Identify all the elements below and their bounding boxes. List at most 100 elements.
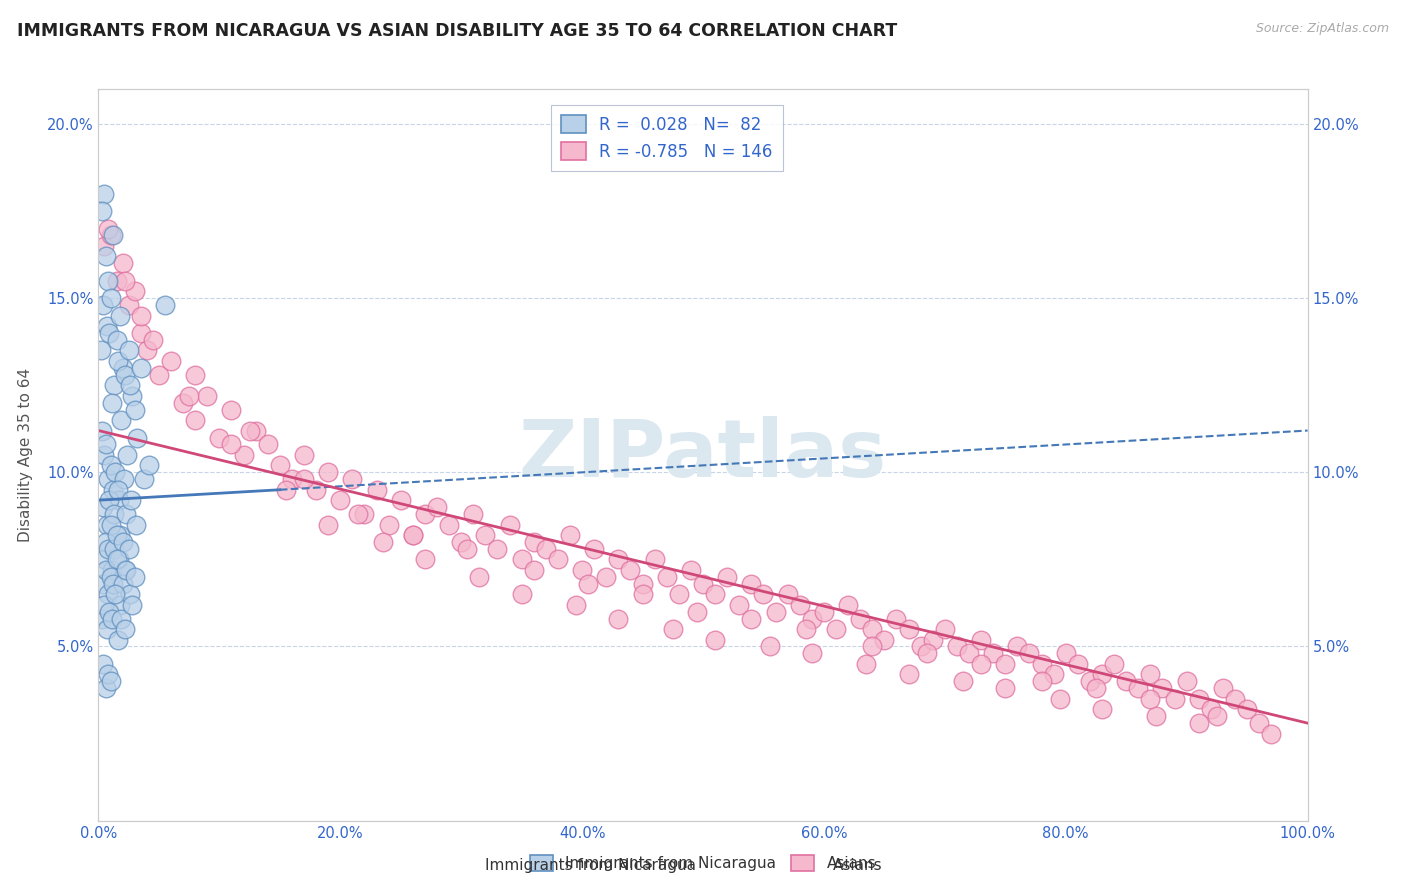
Point	[468, 570, 491, 584]
Point	[221, 437, 243, 451]
Point	[576, 576, 599, 591]
Point	[1188, 716, 1211, 731]
Point	[316, 466, 339, 480]
Point	[105, 552, 128, 566]
Point	[108, 552, 131, 566]
Point	[716, 570, 738, 584]
Point	[1249, 716, 1271, 731]
Point	[91, 424, 114, 438]
Point	[860, 640, 883, 654]
Point	[1260, 726, 1282, 740]
Point	[915, 647, 938, 661]
Point	[221, 402, 243, 417]
Point	[108, 493, 131, 508]
Point	[93, 448, 115, 462]
Point	[94, 249, 117, 263]
Point	[153, 298, 176, 312]
Point	[897, 667, 920, 681]
Text: Immigrants from Nicaragua: Immigrants from Nicaragua	[485, 858, 696, 872]
Point	[101, 576, 124, 591]
Point	[389, 493, 412, 508]
Point	[934, 622, 956, 636]
Point	[437, 517, 460, 532]
Point	[849, 612, 872, 626]
Point	[897, 622, 920, 636]
Point	[1152, 681, 1174, 696]
Point	[111, 535, 134, 549]
Point	[100, 228, 122, 243]
Point	[644, 552, 666, 566]
Point	[91, 500, 114, 515]
Point	[692, 576, 714, 591]
Point	[668, 587, 690, 601]
Point	[124, 570, 146, 584]
Point	[138, 458, 160, 473]
Point	[111, 576, 134, 591]
Point	[97, 221, 120, 235]
Point	[195, 389, 218, 403]
Point	[118, 343, 141, 358]
Point	[1139, 667, 1161, 681]
Point	[366, 483, 388, 497]
Point	[704, 587, 727, 601]
Point	[583, 541, 606, 556]
Point	[523, 563, 546, 577]
Point	[117, 448, 139, 462]
Point	[377, 517, 399, 532]
Point	[121, 598, 143, 612]
Point	[1236, 702, 1258, 716]
Point	[98, 493, 121, 508]
Point	[486, 541, 509, 556]
Point	[1128, 681, 1150, 696]
Point	[1212, 681, 1234, 696]
Point	[619, 563, 641, 577]
Point	[1031, 674, 1053, 689]
Point	[510, 587, 533, 601]
Point	[93, 598, 115, 612]
Point	[1085, 681, 1108, 696]
Point	[179, 389, 201, 403]
Point	[450, 535, 472, 549]
Point	[970, 632, 993, 647]
Point	[134, 472, 156, 486]
Point	[1115, 674, 1137, 689]
Point	[103, 541, 125, 556]
Point	[292, 472, 315, 486]
Point	[129, 326, 152, 340]
Point	[105, 333, 128, 347]
Point	[704, 632, 727, 647]
Point	[129, 309, 152, 323]
Point	[97, 541, 120, 556]
Point	[686, 605, 709, 619]
Point	[655, 570, 678, 584]
Point	[91, 576, 114, 591]
Point	[115, 507, 138, 521]
Point	[97, 667, 120, 681]
Point	[93, 552, 115, 566]
Point	[1206, 709, 1229, 723]
Point	[91, 204, 114, 219]
Point	[111, 360, 134, 375]
Point	[91, 612, 114, 626]
Point	[353, 507, 375, 521]
Point	[855, 657, 877, 671]
Point	[105, 528, 128, 542]
Text: Source: ZipAtlas.com: Source: ZipAtlas.com	[1256, 22, 1389, 36]
Point	[402, 528, 425, 542]
Point	[873, 632, 896, 647]
Point	[1007, 640, 1029, 654]
Point	[565, 598, 588, 612]
Point	[1102, 657, 1125, 671]
Point	[1139, 691, 1161, 706]
Point	[510, 552, 533, 566]
Point	[107, 483, 129, 497]
Point	[118, 298, 141, 312]
Point	[1018, 647, 1040, 661]
Point	[97, 472, 120, 486]
Text: IMMIGRANTS FROM NICARAGUA VS ASIAN DISABILITY AGE 35 TO 64 CORRELATION CHART: IMMIGRANTS FROM NICARAGUA VS ASIAN DISAB…	[17, 22, 897, 40]
Point	[100, 291, 122, 305]
Point	[101, 228, 124, 243]
Point	[474, 528, 496, 542]
Point	[728, 598, 751, 612]
Point	[98, 605, 121, 619]
